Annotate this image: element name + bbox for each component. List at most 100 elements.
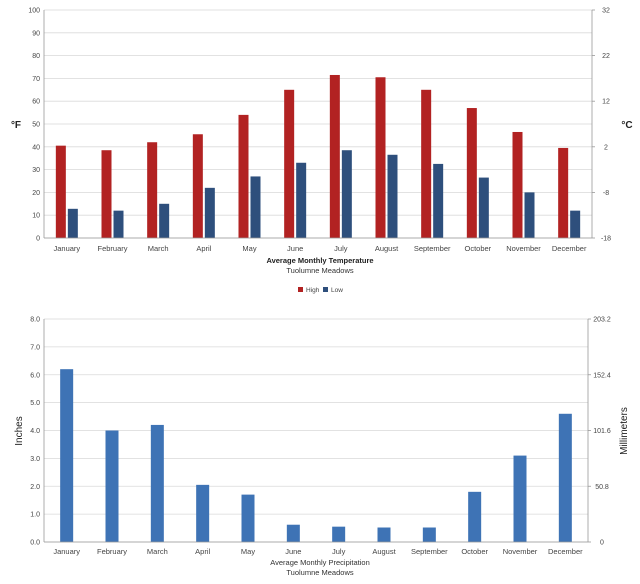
x-tick-label: November <box>506 244 541 253</box>
y-tick-label: 7.0 <box>30 344 40 351</box>
y-tick-label: 4.0 <box>30 428 40 435</box>
y-tick-label: 70 <box>32 76 40 83</box>
bar-precipitation-august <box>377 527 391 542</box>
y-tick-label: 0 <box>36 236 40 243</box>
inches-axis-label: Inches <box>14 416 25 445</box>
celsius-axis-label: °C <box>621 120 632 131</box>
x-tick-label: December <box>548 547 583 556</box>
bar-precipitation-march <box>150 424 164 542</box>
bar-high-june <box>284 89 295 238</box>
precipitation-chart-title: Average Monthly Precipitation <box>270 558 370 567</box>
y-tick-label: 40 <box>32 144 40 151</box>
x-tick-label: May <box>241 547 255 556</box>
bar-precipitation-april <box>196 484 210 542</box>
y-tick-label: 0.0 <box>30 540 40 547</box>
y2-tick-label: -18 <box>601 236 611 243</box>
bar-high-january <box>55 145 66 238</box>
bar-precipitation-december <box>558 413 572 542</box>
y-tick-label: 80 <box>32 53 40 60</box>
x-tick-label: February <box>97 547 127 556</box>
bar-precipitation-january <box>60 369 74 542</box>
x-tick-label: February <box>97 244 127 253</box>
y2-tick-label: 203.2 <box>593 317 611 324</box>
bar-low-july <box>341 150 352 238</box>
temperature-chart: 0 10 20 30 40 50 60 70 80 90 100 -18 -8 2 12 22 32 Januar… <box>11 8 633 295</box>
x-tick-label: December <box>552 244 587 253</box>
y-tick-label: 20 <box>32 190 40 197</box>
x-tick-label: September <box>411 547 448 556</box>
y-tick-label: 8.0 <box>30 317 40 324</box>
x-tick-label: October <box>461 547 488 556</box>
bar-low-april <box>204 187 215 238</box>
x-tick-label: June <box>285 547 301 556</box>
x-tick-label: January <box>53 547 80 556</box>
bar-high-december <box>558 147 569 238</box>
y2-tick-label: 0 <box>600 540 604 547</box>
y-tick-label: 6.0 <box>30 372 40 379</box>
x-tick-label: September <box>414 244 451 253</box>
bar-low-december <box>570 210 581 238</box>
bar-high-march <box>147 142 158 238</box>
x-tick-label: March <box>148 244 169 253</box>
x-tick-label: October <box>464 244 491 253</box>
y-tick-label: 5.0 <box>30 400 40 407</box>
y-tick-label: 90 <box>32 30 40 37</box>
bar-high-august <box>375 77 386 238</box>
bar-high-september <box>421 89 432 238</box>
legend-high-label: High <box>306 287 320 294</box>
y2-tick-label: 32 <box>602 8 610 15</box>
bar-precipitation-may <box>241 494 255 542</box>
bar-high-july <box>329 74 340 238</box>
precipitation-chart: 0.0 1.0 2.0 3.0 4.0 5.0 6.0 7.0 8.0 0 50.8 101.6 152… <box>14 317 630 578</box>
x-tick-label: November <box>503 547 538 556</box>
temperature-chart-title: Average Monthly Temperature <box>266 256 373 265</box>
bar-precipitation-february <box>105 430 119 542</box>
bar-precipitation-november <box>513 455 527 542</box>
bar-precipitation-june <box>286 524 300 542</box>
bar-low-january <box>67 208 78 238</box>
x-tick-label: June <box>287 244 303 253</box>
y2-tick-label: -8 <box>603 190 609 197</box>
y-tick-label: 100 <box>28 8 40 15</box>
y2-tick-label: 101.6 <box>593 428 611 435</box>
x-tick-label: April <box>196 244 211 253</box>
y2-tick-label: 22 <box>602 53 610 60</box>
bar-high-november <box>512 131 523 238</box>
x-tick-label: August <box>372 547 396 556</box>
y-tick-label: 60 <box>32 99 40 106</box>
bar-low-september <box>433 163 444 238</box>
legend-low-swatch <box>323 287 328 292</box>
x-tick-label: July <box>334 244 348 253</box>
millimeters-axis-label: Millimeters <box>619 407 630 455</box>
y-tick-label: 50 <box>32 122 40 129</box>
x-tick-label: July <box>332 547 346 556</box>
bar-high-february <box>101 150 112 238</box>
bar-low-march <box>159 203 170 238</box>
bar-high-october <box>466 108 477 238</box>
precipitation-chart-subtitle: Tuolumne Meadows <box>286 568 354 577</box>
bar-precipitation-september <box>422 527 436 542</box>
legend-high-swatch <box>298 287 303 292</box>
bar-low-november <box>524 192 535 238</box>
x-tick-label: March <box>147 547 168 556</box>
y-tick-label: 10 <box>32 213 40 220</box>
x-tick-label: January <box>53 244 80 253</box>
y2-tick-label: 152.4 <box>593 372 611 379</box>
x-tick-label: April <box>195 547 210 556</box>
y-tick-label: 2.0 <box>30 484 40 491</box>
bar-low-february <box>113 210 124 238</box>
bar-precipitation-july <box>332 526 346 542</box>
bar-high-april <box>192 134 203 238</box>
fahrenheit-axis-label: °F <box>11 120 21 131</box>
legend-low-label: Low <box>331 287 343 294</box>
x-tick-label: May <box>242 244 256 253</box>
bar-high-may <box>238 114 249 238</box>
y-tick-label: 1.0 <box>30 512 40 519</box>
temperature-legend: High Low <box>298 287 343 294</box>
x-tick-label: August <box>375 244 399 253</box>
y2-tick-label: 50.8 <box>595 484 609 491</box>
bar-low-june <box>296 162 307 238</box>
temperature-chart-subtitle: Tuolumne Meadows <box>286 266 354 275</box>
bar-low-august <box>387 154 398 238</box>
